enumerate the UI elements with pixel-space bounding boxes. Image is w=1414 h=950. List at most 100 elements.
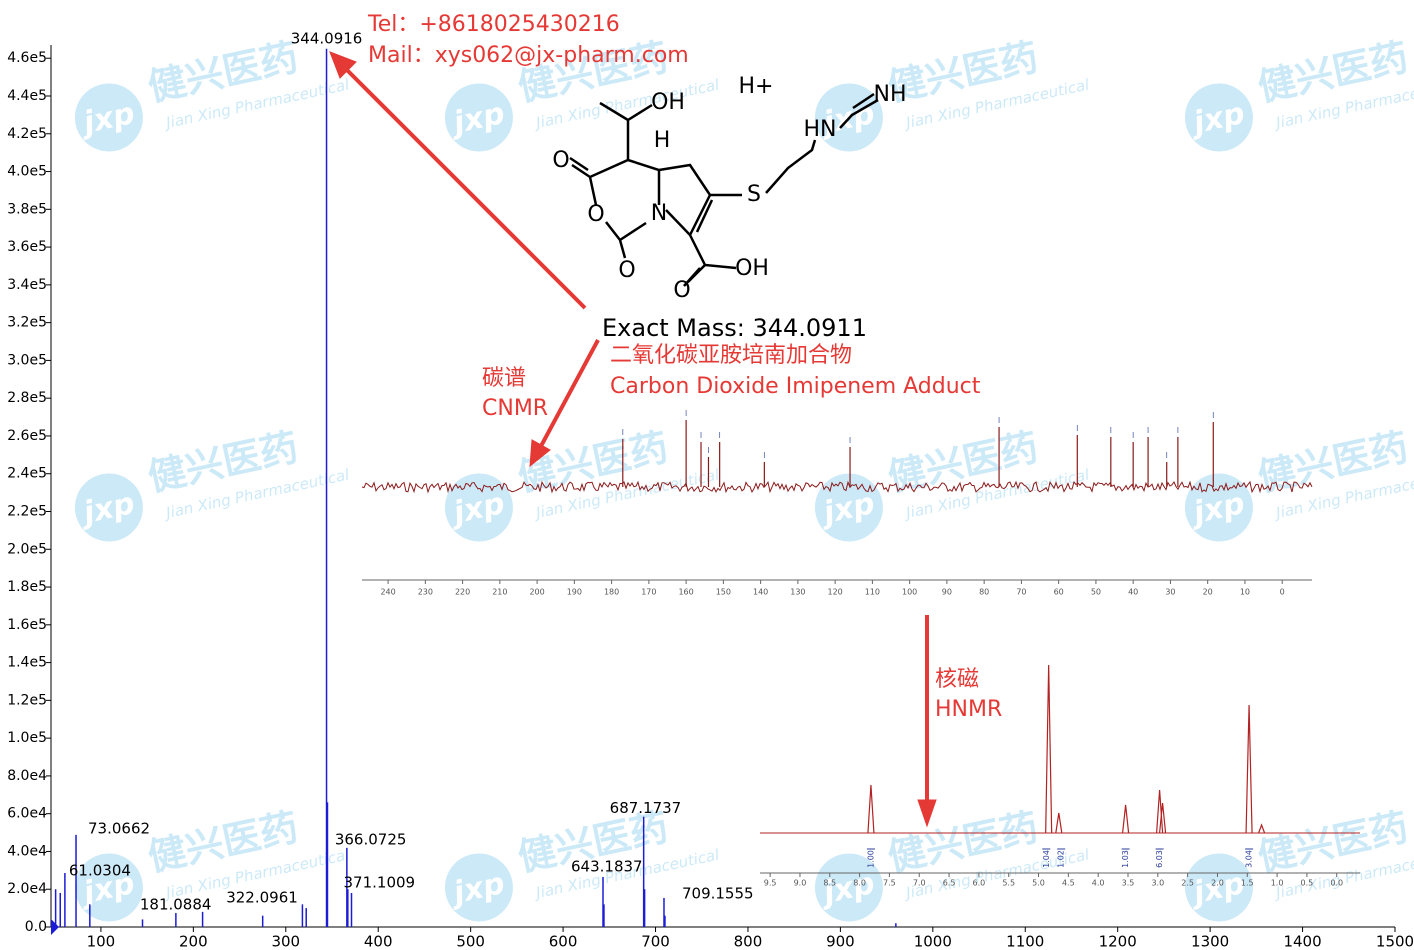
watermark-logo-bg [74, 853, 143, 922]
y-tick-label: 4.0e5 [7, 164, 47, 180]
atom-label: OH [735, 256, 769, 281]
x-tick-label: 100 [87, 933, 116, 950]
nmr-tick-label: 60 [1054, 588, 1064, 597]
nmr-tick-label: 200 [529, 588, 544, 597]
nmr-tick-label: 190 [567, 588, 582, 597]
y-tick-label: 1.6e5 [7, 617, 47, 633]
x-tick-label: 900 [826, 933, 855, 950]
nmr-peak [1158, 802, 1167, 834]
nmr-tick-label: 9.0 [794, 879, 807, 888]
nmr-tick-label: 1.0 [1271, 879, 1284, 888]
y-tick-label: 2.4e5 [7, 466, 47, 482]
x-tick-label: 1200 [1099, 933, 1137, 950]
nmr-tick-label: 240 [380, 588, 395, 597]
name-en: Carbon Dioxide Imipenem Adduct [610, 374, 981, 399]
watermark-logo-bg [1184, 853, 1253, 922]
nmr-tick-label: 90 [942, 588, 952, 597]
nmr-tick-label: 2.0 [1211, 879, 1224, 888]
watermark-logo-bg [74, 473, 143, 542]
nmr-tick-label: 8.5 [823, 879, 836, 888]
nmr-tick-label: 0.0 [1330, 879, 1343, 888]
nmr-tick-label: 9.5 [764, 879, 777, 888]
nmr-tick-label: 40 [1128, 588, 1138, 597]
nmr-tick-label: 170 [641, 588, 656, 597]
peak-label: 371.1009 [344, 874, 416, 892]
watermark-logo-bg [444, 853, 513, 922]
y-tick-label: 2.0e5 [7, 541, 47, 557]
atom-label: O [673, 278, 690, 303]
atom-label: O [552, 148, 569, 173]
watermark-logo-bg [1184, 83, 1253, 152]
atom-label: OH [651, 90, 685, 115]
cnmr-inset: 240 230 220 210 200 190 180 170 160 150 140 130 120 1… [361, 410, 1313, 597]
y-tick-label: 3.4e5 [7, 277, 47, 293]
nmr-tick-label: 70 [1016, 588, 1026, 597]
y-tick-label: 4.4e5 [7, 88, 47, 104]
nmr-tick-label: 0 [1280, 588, 1285, 597]
y-tick-label: 3.2e5 [7, 315, 47, 331]
charge: H+ [739, 74, 774, 99]
hnmr-label-en: HNMR [935, 697, 1002, 722]
y-tick-label: 4.0e4 [7, 843, 47, 859]
x-tick-label: 1100 [1006, 933, 1044, 950]
y-tick-label: 1.8e5 [7, 579, 47, 595]
nmr-tick-label: 30 [1165, 588, 1175, 597]
y-tick-label: 2.6e5 [7, 428, 47, 444]
nmr-tick-label: 7.5 [883, 879, 896, 888]
watermark-logo-bg [444, 83, 513, 152]
y-tick-label: 2.0e4 [7, 881, 47, 897]
atom-label: N [651, 201, 667, 226]
nmr-tick-label: 10 [1240, 588, 1250, 597]
y-tick-label: 2.2e5 [7, 503, 47, 519]
nmr-tick-label: 80 [979, 588, 989, 597]
peak-label: 344.0916 [291, 29, 363, 47]
watermark-logo-bg [74, 83, 143, 152]
nmr-tick-label: 150 [716, 588, 731, 597]
x-tick-label: 200 [179, 933, 208, 950]
x-tick-label: 500 [456, 933, 485, 950]
nmr-tick-label: 1.5 [1241, 879, 1254, 888]
molecule-labels: H+ OH H O O N O S NH HN OH O Exact Mass:… [367, 12, 1002, 722]
nmr-tick-label: 50 [1091, 588, 1101, 597]
integral-label: 6.03 [1155, 850, 1164, 868]
peak-label: 322.0961 [226, 889, 298, 907]
nmr-peak [1245, 704, 1253, 834]
y-tick-label: 1.0e5 [7, 730, 47, 746]
nmr-peak [1045, 664, 1053, 834]
nmr-tick-label: 8.0 [853, 879, 866, 888]
tel: Tel：+8618025430216 [367, 12, 620, 37]
y-tick-label: 8.0e4 [7, 768, 47, 784]
x-tick-label: 700 [641, 933, 670, 950]
cnmr-label-cn: 碳谱 [482, 366, 526, 391]
peak-label: 73.0662 [88, 819, 150, 837]
nmr-tick-label: 3.5 [1122, 879, 1135, 888]
y-tick-label: 3.6e5 [7, 239, 47, 255]
peak-label: 687.1737 [610, 799, 682, 817]
hnmr-inset: 9.5 9.0 8.5 8.0 7.5 7.0 6.5 6.0 5.5 5.0 4.5 4.0 3.5 3… [760, 664, 1360, 888]
atom-label: S [747, 182, 761, 207]
y-tick-label: 4.2e5 [7, 126, 47, 142]
y-tick-label: 2.8e5 [7, 390, 47, 406]
atom-label: O [587, 202, 604, 227]
nmr-tick-label: 4.5 [1062, 879, 1075, 888]
noise [361, 480, 1313, 494]
nmr-tick-label: 220 [455, 588, 470, 597]
integral-label: 1.00 [866, 850, 875, 868]
nmr-tick-label: 6.5 [943, 879, 956, 888]
nmr-tick-label: 5.5 [1002, 879, 1015, 888]
nmr-tick-label: 3.0 [1151, 879, 1164, 888]
y-tick-label: 3.0e5 [7, 352, 47, 368]
hnmr-label-cn: 核磁 [935, 667, 979, 692]
atom-label: HN [804, 117, 837, 142]
name-cn: 二氧化碳亚胺培南加合物 [610, 343, 852, 368]
x-tick-label: 1300 [1191, 933, 1229, 950]
integral-label: 1.03 [1121, 850, 1130, 868]
nmr-tick-label: 7.0 [913, 879, 926, 888]
